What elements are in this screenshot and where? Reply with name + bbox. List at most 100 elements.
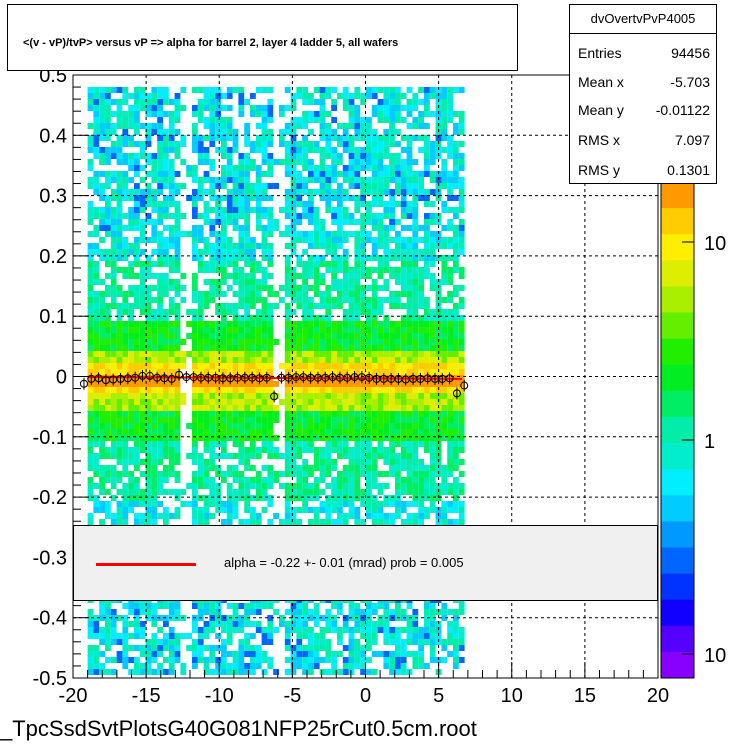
heatmap-cell xyxy=(192,345,198,351)
heatmap-cell xyxy=(458,411,465,417)
heatmap-cell xyxy=(255,363,262,369)
heatmap-cell xyxy=(383,399,390,405)
heatmap-cell xyxy=(93,207,100,213)
heatmap-cell xyxy=(250,477,256,483)
heatmap-cell xyxy=(122,441,129,447)
heatmap-cell xyxy=(203,105,210,111)
heatmap-cell xyxy=(354,411,361,417)
heatmap-cell xyxy=(105,261,111,267)
heatmap-cell xyxy=(134,393,140,399)
heatmap-cell xyxy=(366,513,372,519)
heatmap-cell xyxy=(151,297,158,303)
heatmap-cell xyxy=(319,435,326,441)
heatmap-cell xyxy=(366,399,372,405)
heatmap-cell xyxy=(418,633,424,639)
heatmap-cell xyxy=(209,231,216,237)
heatmap-cell xyxy=(203,441,210,447)
heatmap-cell xyxy=(105,87,111,93)
heatmap-cell xyxy=(296,387,303,393)
heatmap-cell xyxy=(197,303,204,309)
heatmap-cell xyxy=(348,99,355,105)
heatmap-cell xyxy=(226,261,233,267)
heatmap-cell xyxy=(221,471,227,477)
heatmap-cell xyxy=(331,87,337,93)
heatmap-cell xyxy=(163,279,169,285)
heatmap-cell xyxy=(395,357,401,363)
heatmap-cell xyxy=(203,495,210,501)
heatmap-cell xyxy=(290,645,297,651)
heatmap-cell xyxy=(93,369,100,375)
heatmap-cell xyxy=(128,153,134,159)
heatmap-cell xyxy=(453,363,459,369)
heatmap-cell xyxy=(116,87,123,93)
heatmap-cell xyxy=(342,315,349,321)
heatmap-cell xyxy=(157,489,163,495)
heatmap-cell xyxy=(342,663,349,669)
heatmap-cell xyxy=(366,657,372,663)
heatmap-cell xyxy=(290,441,297,447)
heatmap-cell xyxy=(296,483,303,489)
heatmap-cell xyxy=(151,609,158,615)
heatmap-cell xyxy=(389,651,395,657)
heatmap-cell xyxy=(308,393,314,399)
heatmap-cell xyxy=(122,255,129,261)
heatmap-cell xyxy=(105,99,111,105)
heatmap-cell xyxy=(151,237,158,243)
heatmap-cell xyxy=(87,399,94,405)
profile-point xyxy=(79,379,88,388)
heatmap-cell xyxy=(429,627,436,633)
heatmap-cell xyxy=(261,381,268,387)
heatmap-cell xyxy=(308,285,314,291)
heatmap-cell xyxy=(290,237,297,243)
heatmap-cell xyxy=(418,267,424,273)
heatmap-cell xyxy=(366,255,372,261)
heatmap-cell xyxy=(296,471,303,477)
heatmap-cell xyxy=(441,279,448,285)
heatmap-cell xyxy=(447,135,453,141)
heatmap-cell xyxy=(313,513,320,519)
heatmap-cell xyxy=(302,369,308,375)
heatmap-cell xyxy=(151,219,158,225)
heatmap-cell xyxy=(348,339,355,345)
heatmap-cell xyxy=(238,369,245,375)
heatmap-cell xyxy=(360,189,366,195)
heatmap-cell xyxy=(302,315,308,321)
heatmap-cell xyxy=(163,273,169,279)
heatmap-cell xyxy=(267,477,274,483)
heatmap-cell xyxy=(203,207,210,213)
heatmap-cell xyxy=(429,393,436,399)
heatmap-cell xyxy=(116,651,123,657)
heatmap-cell xyxy=(360,291,366,297)
heatmap-cell xyxy=(279,621,285,627)
heatmap-cell xyxy=(209,279,216,285)
heatmap-cell xyxy=(290,201,297,207)
heatmap-cell xyxy=(221,195,227,201)
heatmap-cell xyxy=(319,363,326,369)
heatmap-cell xyxy=(366,213,372,219)
heatmap-cell xyxy=(215,267,221,273)
heatmap-cell xyxy=(366,441,372,447)
heatmap-cell xyxy=(331,651,337,657)
heatmap-cell xyxy=(255,219,262,225)
heatmap-cell xyxy=(366,345,372,351)
heatmap-cell xyxy=(128,657,134,663)
heatmap-cell xyxy=(99,615,105,621)
heatmap-cell xyxy=(354,357,361,363)
heatmap-cell xyxy=(261,651,268,657)
heatmap-cell xyxy=(412,519,419,525)
heatmap-cell xyxy=(441,327,448,333)
heatmap-cell xyxy=(93,501,100,507)
heatmap-cell xyxy=(325,387,332,393)
heatmap-cell xyxy=(128,411,134,417)
heatmap-cell xyxy=(360,393,366,399)
heatmap-cell xyxy=(134,105,140,111)
heatmap-cell xyxy=(110,153,117,159)
heatmap-cell xyxy=(366,435,372,441)
heatmap-cell xyxy=(447,147,453,153)
heatmap-cell xyxy=(244,495,250,501)
heatmap-cell xyxy=(429,327,436,333)
heatmap-cell xyxy=(360,417,366,423)
heatmap-cell xyxy=(163,321,169,327)
heatmap-cell xyxy=(226,117,233,123)
heatmap-cell xyxy=(145,441,152,447)
